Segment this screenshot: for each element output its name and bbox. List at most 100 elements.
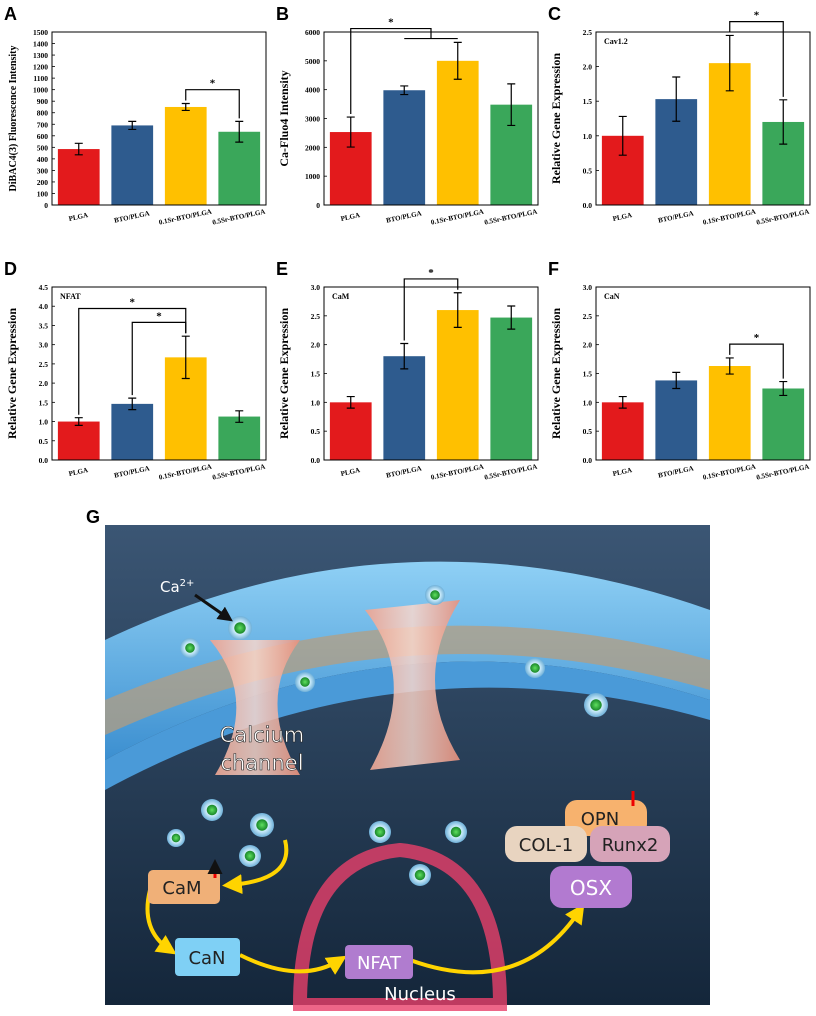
y-tick-label: 400 <box>37 155 49 164</box>
y-tick-label: 200 <box>37 178 49 187</box>
bar <box>490 317 533 460</box>
y-tick-label: 3.0 <box>39 341 49 350</box>
y-tick-label: 800 <box>37 109 49 118</box>
plot-frame <box>51 31 267 206</box>
y-tick-label: 1.5 <box>39 398 49 407</box>
y-tick-label: 0.0 <box>583 201 593 210</box>
error-bar <box>453 41 462 80</box>
panel-label: F <box>548 259 559 279</box>
error-bar <box>618 115 627 156</box>
y-tick-label: 4.5 <box>39 283 49 292</box>
x-tick-label: 0.5Sr-BTO/PLGA <box>484 208 538 227</box>
x-tick-label: PLGA <box>68 466 89 478</box>
significance-label: * <box>754 10 760 22</box>
y-tick-label: 1.5 <box>311 370 321 379</box>
bar <box>762 388 805 460</box>
y-tick-label: 2.5 <box>583 312 593 321</box>
bar <box>329 402 372 460</box>
col1-label: COL-1 <box>519 835 573 856</box>
error-bar <box>128 397 137 411</box>
bar <box>383 356 426 460</box>
y-tick-label: 3000 <box>305 115 320 124</box>
y-tick-label: 900 <box>37 97 49 106</box>
x-tick-label: BTO/PLGA <box>385 464 422 479</box>
y-tick-label: 1.5 <box>583 370 593 379</box>
y-tick-label: 1400 <box>33 40 48 49</box>
y-tick-label: 5000 <box>305 57 320 66</box>
panel-label: B <box>276 4 289 24</box>
bar <box>111 403 154 460</box>
error-bar <box>400 85 409 96</box>
x-tick-label: 0.5Sr-BTO/PLGA <box>756 463 810 482</box>
ion-charge: 2+ <box>180 578 195 589</box>
y-tick-label: 0.5 <box>39 437 49 446</box>
bar <box>57 421 100 460</box>
can-box <box>175 938 240 976</box>
x-tick-label: BTO/PLGA <box>385 209 422 224</box>
panel-label: E <box>276 259 288 279</box>
significance-label: * <box>754 332 760 344</box>
error-bar <box>346 116 355 148</box>
significance-label: * <box>156 310 162 322</box>
bar <box>57 149 100 205</box>
nfat-label: NFAT <box>357 953 402 974</box>
y-tick-label: 2.5 <box>39 360 49 369</box>
error-bar <box>725 34 734 92</box>
y-tick-label: 1500 <box>33 28 48 37</box>
chart: E Relative Gene Expression 0.0 0.5 1.0 1.5 2.0… <box>276 259 539 482</box>
error-bar <box>453 292 462 328</box>
y-axis-label: Relative Gene Expression <box>549 308 563 439</box>
x-tick-label: 0.5Sr-BTO/PLGA <box>212 208 266 227</box>
error-bar <box>672 371 681 390</box>
y-tick-label: 0 <box>316 201 320 210</box>
x-tick-label: 0.1Sr-BTO/PLGA <box>702 208 756 227</box>
panel-label: C <box>548 4 561 24</box>
y-tick-label: 3.0 <box>311 283 321 292</box>
y-tick-label: 1.0 <box>583 398 593 407</box>
ion-arrow <box>194 593 233 622</box>
bar <box>218 131 261 205</box>
panel-label: D <box>4 259 17 279</box>
y-axis-label: Relative Gene Expression <box>5 308 19 439</box>
significance-bracket <box>131 321 187 396</box>
y-tick-label: 2.0 <box>311 341 321 350</box>
opn-label: OPN <box>581 809 620 830</box>
nfat-box <box>345 945 413 979</box>
error-bar <box>235 120 244 143</box>
y-tick-label: 1300 <box>33 51 48 60</box>
y-tick-label: 300 <box>37 166 49 175</box>
y-tick-label: 0.0 <box>39 456 49 465</box>
significance-bracket <box>729 21 784 97</box>
y-axis-label: Relative Gene Expression <box>277 308 291 439</box>
bar <box>218 416 261 460</box>
chart: C Relative Gene Expression 0.0 0.5 1.0 1.5 2.0… <box>548 4 811 227</box>
x-tick-label: PLGA <box>340 211 361 223</box>
y-tick-label: 2.0 <box>583 63 593 72</box>
y-tick-label: 0.5 <box>583 166 593 175</box>
x-tick-label: BTO/PLGA <box>657 464 694 479</box>
bar <box>111 125 154 205</box>
y-tick-label: 100 <box>37 189 49 198</box>
chart: F Relative Gene Expression 0.0 0.5 1.0 1.5 2.0… <box>548 259 811 482</box>
panel-label: G <box>86 507 100 527</box>
osx-label: OSX <box>570 876 612 900</box>
calcium-ions <box>167 585 608 886</box>
error-bar <box>779 380 788 397</box>
nucleus-label: Nucleus <box>384 984 456 1005</box>
error-bar <box>507 305 516 330</box>
bar <box>383 90 426 205</box>
annotation: CaN <box>604 292 620 301</box>
y-tick-label: 0.0 <box>583 456 593 465</box>
bar <box>708 366 751 460</box>
nucleus-shape <box>292 842 508 1012</box>
y-tick-label: 1000 <box>305 172 320 181</box>
0-label: Calcium <box>220 723 305 747</box>
chart: A DiBAC4(3) Fluorescence Intensity 0 100 200… <box>4 4 267 227</box>
y-tick-label: 6000 <box>305 28 320 37</box>
cam-box <box>148 870 220 904</box>
significance-label: * <box>130 297 136 309</box>
y-tick-label: 1.5 <box>583 97 593 106</box>
x-tick-label: 0.5Sr-BTO/PLGA <box>756 208 810 227</box>
can-label: CaN <box>188 948 225 969</box>
